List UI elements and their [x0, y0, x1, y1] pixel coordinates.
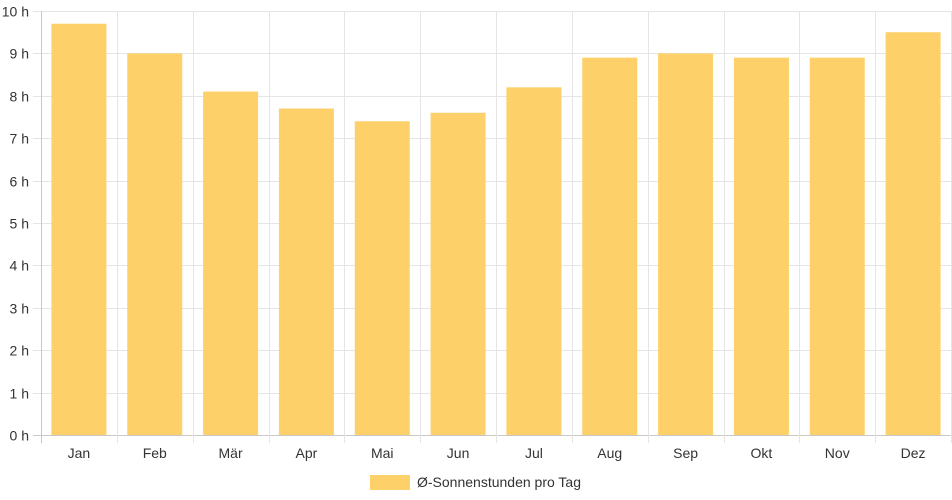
bars: [51, 23, 941, 436]
legend[interactable]: Ø-Sonnenstunden pro Tag: [370, 474, 581, 490]
y-tick-label: 10 h: [2, 4, 29, 20]
x-tick-label: Apr: [296, 445, 318, 461]
y-tick-label: 3 h: [10, 301, 29, 317]
bar-7[interactable]: [506, 87, 562, 435]
axes: 0 h 1 h 2 h 3 h 4 h 5 h 6 h 7 h 8 h 9 h 10 h Jan Feb…: [2, 4, 926, 462]
x-tick-label: Jul: [525, 445, 543, 461]
y-tick-label: 4 h: [10, 258, 29, 274]
y-tick-label: 1 h: [10, 386, 29, 402]
bar-11[interactable]: [809, 57, 865, 435]
bar-10[interactable]: [733, 57, 789, 435]
legend-swatch: [370, 475, 410, 490]
bar-2[interactable]: [127, 53, 183, 436]
grid: [33, 11, 952, 443]
x-tick-label: Jun: [447, 445, 470, 461]
y-tick-label: 8 h: [10, 89, 29, 105]
y-tick-label: 7 h: [10, 131, 29, 147]
y-tick-label: 6 h: [10, 174, 29, 190]
x-tick-label: Mär: [219, 445, 243, 461]
x-tick-label: Feb: [143, 445, 167, 461]
x-tick-label: Sep: [673, 445, 698, 461]
x-tick-label: Dez: [901, 445, 926, 461]
bar-1[interactable]: [51, 23, 107, 435]
x-tick-label: Mai: [371, 445, 394, 461]
y-tick-label: 2 h: [10, 343, 29, 359]
x-tick-label: Okt: [751, 445, 773, 461]
bar-4[interactable]: [278, 108, 334, 436]
bar-6[interactable]: [430, 112, 486, 435]
bar-5[interactable]: [354, 121, 410, 436]
y-tick-label: 5 h: [10, 216, 29, 232]
y-tick-label: 0 h: [10, 428, 29, 444]
legend-label: Ø-Sonnenstunden pro Tag: [417, 474, 581, 490]
x-tick-label: Jan: [68, 445, 91, 461]
bar-9[interactable]: [658, 53, 714, 436]
y-tick-label: 9 h: [10, 46, 29, 62]
bar-8[interactable]: [582, 57, 638, 435]
x-tick-label: Nov: [825, 445, 850, 461]
bar-12[interactable]: [885, 32, 941, 435]
x-tick-label: Aug: [597, 445, 622, 461]
bar-3[interactable]: [203, 91, 259, 435]
